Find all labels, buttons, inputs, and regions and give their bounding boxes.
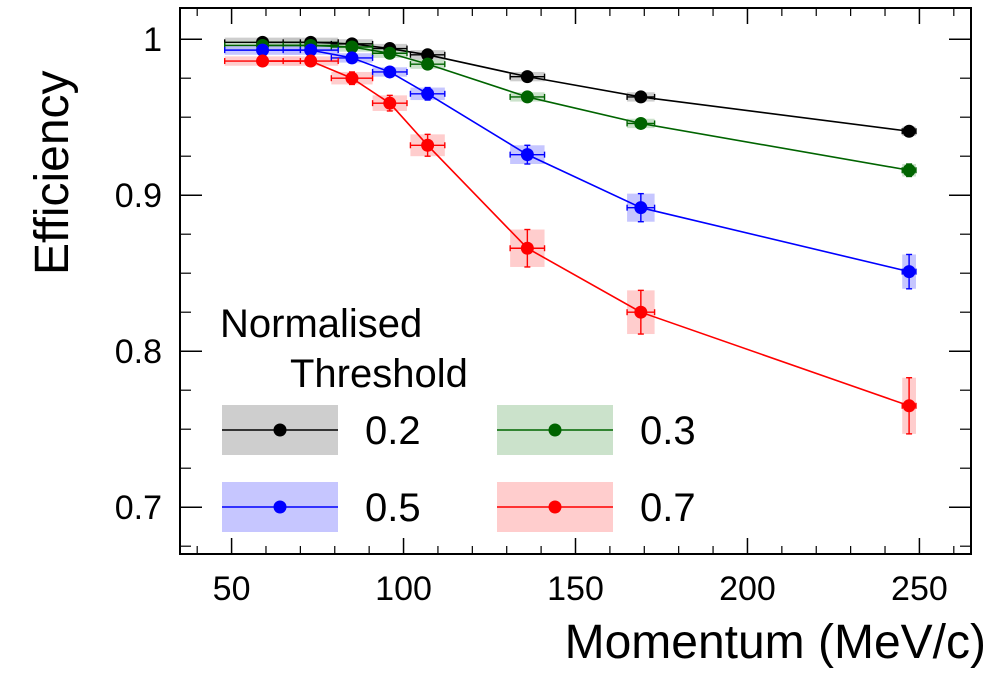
x-tick-label-1: 100 [375,570,432,608]
legend-label-0.2: 0.2 [365,409,421,453]
point-0.3-6 [634,116,648,130]
point-0.7-6 [634,305,648,319]
point-0.7-7 [902,399,916,413]
point-0.5-5 [520,148,534,162]
point-0.7-0 [256,54,270,68]
point-0.3-5 [520,90,534,104]
x-tick-label-2: 150 [547,570,604,608]
axis-tick-labels: 50 100 150 200 250 0.7 0.8 0.9 1 [115,21,948,608]
legend-label-0.5: 0.5 [365,486,421,530]
series-line-0.7 [262,60,910,407]
point-0.5-6 [634,201,648,215]
point-0.3-4 [421,57,435,71]
legend: Normalised Threshold 0.2 0.3 0.5 0.7 [220,302,696,532]
y-tick-label-1: 0.8 [115,333,162,371]
point-0.7-4 [421,138,435,152]
point-0.7-3 [383,96,397,110]
point-0.3-2 [345,40,359,54]
point-0.5-2 [345,51,359,65]
point-0.5-3 [383,65,397,79]
point-0.5-1 [304,43,318,57]
x-tick-label-4: 250 [891,570,948,608]
point-0.7-1 [304,54,318,68]
point-0.2-6 [634,90,648,104]
point-0.5-7 [902,265,916,279]
point-0.2-5 [520,70,534,84]
legend-entries: 0.2 0.3 0.5 0.7 [222,405,696,532]
x-tick-label-0: 50 [213,570,251,608]
point-0.7-2 [345,71,359,85]
legend-label-0.7: 0.7 [640,486,696,530]
x-axis-title: Momentum (MeV/c) [565,616,986,669]
legend-marker-0.3 [548,423,562,437]
point-0.3-7 [902,163,916,177]
point-0.5-4 [421,87,435,101]
point-0.7-5 [520,241,534,255]
legend-marker-0.7 [548,500,562,514]
y-tick-label-0: 0.7 [115,489,162,527]
series-line-0.5 [262,49,910,273]
plot-background [180,8,971,554]
axis-ticks [180,8,971,554]
point-0.2-4 [421,48,435,62]
y-tick-label-2: 0.9 [115,177,162,215]
point-0.3-3 [383,46,397,60]
data-points [256,35,916,413]
point-0.2-7 [902,124,916,138]
point-0.5-0 [256,43,270,57]
legend-marker-0.5 [273,500,287,514]
legend-title-line1: Normalised [220,302,422,346]
x-tick-label-3: 200 [719,570,776,608]
legend-label-0.3: 0.3 [640,409,696,453]
legend-title-line2: Threshold [290,352,468,396]
legend-marker-0.2 [273,423,287,437]
y-axis-title: Efficiency [26,70,79,275]
y-tick-label-3: 1 [143,21,162,59]
